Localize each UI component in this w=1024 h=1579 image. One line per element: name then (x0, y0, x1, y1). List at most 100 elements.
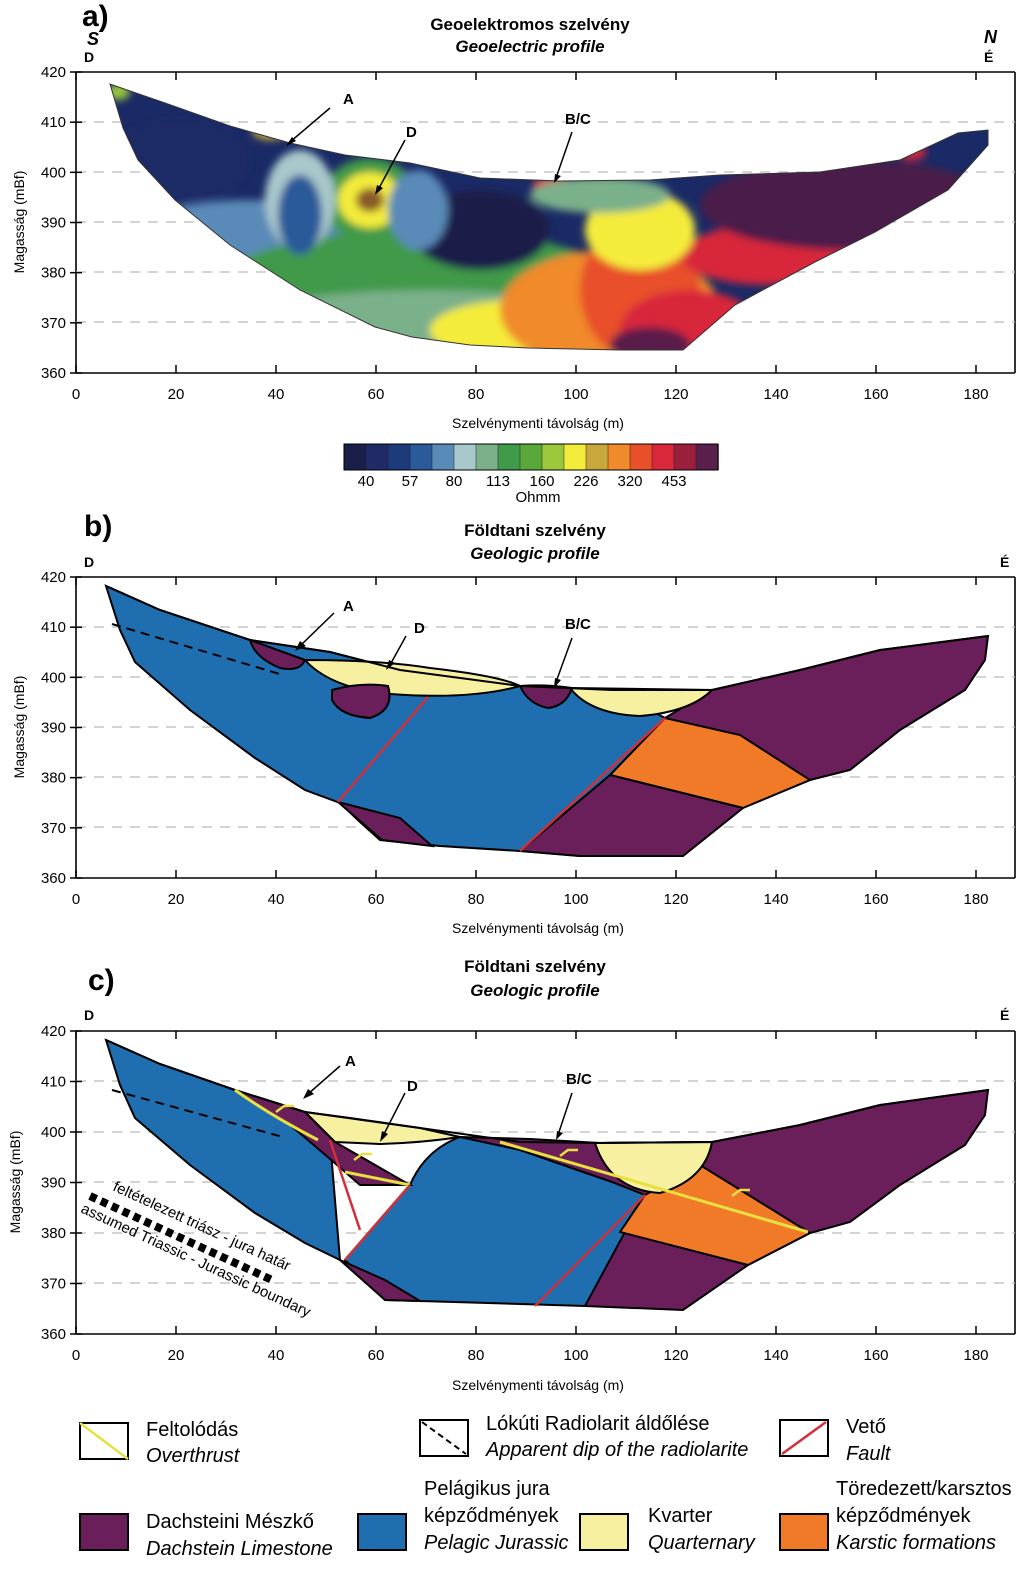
panel-a-xtick-label: 80 (468, 386, 485, 403)
panel-a-ytick-label: 410 (41, 114, 66, 131)
panel-b-ytick-label: 420 (41, 569, 66, 586)
marker-bc-label: B/C (565, 111, 591, 128)
dachstein-unit-b-left (337, 801, 436, 848)
legend-swatch-karstic (779, 1513, 829, 1551)
legend-item-overthrust: Feltolódás Overthrust (79, 1419, 241, 1467)
panel-b-xtick-label: 100 (563, 891, 588, 908)
panel-b-xtick-label: 60 (368, 891, 385, 908)
colorbar-cell (475, 443, 499, 471)
panel-b-ytick-label: 360 (41, 870, 66, 887)
legend-dachstein-hu: Dachsteini Mészkő (146, 1511, 314, 1533)
panel-b-xtick-label: 20 (168, 891, 185, 908)
legend-overthrust-en: Overthrust (146, 1445, 241, 1467)
marker-bc-label-b: B/C (565, 616, 591, 633)
panel-b-title-hu: Földtani szelvény (464, 521, 606, 540)
panel-a-letter: a) (82, 0, 109, 33)
panel-c-markers: A D B/C (303, 1053, 592, 1142)
panel-b-left-label: D (84, 554, 94, 570)
legend-radiolarite-en: Apparent dip of the radiolarite (485, 1439, 748, 1461)
dachstein-unit-c-left (339, 1259, 424, 1303)
legend-radiolarite-hu: Lókúti Radiolarit áldőlése (486, 1413, 709, 1435)
panel-b-markers: A D B/C (295, 598, 591, 688)
panel-a-ytick-label: 380 (41, 265, 66, 282)
panel-b-axes: 0 20 40 60 80 100 120 140 160 180 420 410 400 390 380 3… (41, 569, 989, 908)
panel-a-xtick-label: 180 (963, 386, 988, 403)
panel-c-title-hu: Földtani szelvény (464, 957, 606, 976)
colorbar-cell (541, 443, 565, 471)
colorbar-label: 160 (529, 473, 554, 490)
panel-c-ytick-label: 420 (41, 1023, 66, 1040)
legend-item-dachstein: Dachsteini Mészkő Dachstein Limestone (79, 1511, 333, 1560)
panel-b-ytick-label: 410 (41, 619, 66, 636)
legend: Feltolódás Overthrust Lókúti Radiolarit … (79, 1413, 1012, 1560)
assumed-boundary-line (88, 1192, 274, 1284)
legend-karstic-en: Karstic formations (836, 1532, 996, 1554)
panel-a-xtick-label: 60 (368, 386, 385, 403)
panel-b-title-en: Geologic profile (470, 544, 599, 563)
panel-a-left-top-label: S (87, 29, 99, 49)
colorbar-cell (673, 443, 697, 471)
panel-c-ytick-label: 390 (41, 1175, 66, 1192)
panel-a-xtick-label: 120 (663, 386, 688, 403)
panel-b-ylabel: Magasság (mBf) (11, 676, 27, 779)
panel-c-xtick-label: 60 (368, 1347, 385, 1364)
panel-a-ytick-label: 420 (41, 64, 66, 81)
colorbar-unit: Ohmm (516, 489, 561, 506)
colorbar-cell (563, 443, 587, 471)
marker-a-label-c: A (345, 1053, 356, 1070)
dachstein-lens-a-b (248, 638, 307, 670)
fault-line-c2 (344, 1184, 411, 1261)
panel-a-markers: A D B/C (286, 91, 591, 195)
legend-quaternary-hu: Kvarter (648, 1505, 713, 1527)
panel-b-ytick-label: 390 (41, 720, 66, 737)
legend-jurassic-hu2: képződmények (424, 1505, 560, 1527)
panel-c-letter: c) (88, 964, 115, 997)
panel-b-xtick-label: 120 (663, 891, 688, 908)
panel-a: a) Geoelektromos szelvény Geoelectric pr… (11, 0, 1016, 506)
panel-c-axes: 0 20 40 60 80 100 120 140 160 180 420 410 400 390 380 3… (41, 1023, 989, 1364)
panel-c-xtick-label: 120 (663, 1347, 688, 1364)
fault-line-c1 (328, 1139, 362, 1231)
panel-c-xtick-label: 100 (563, 1347, 588, 1364)
panel-c-xtick-label: 20 (168, 1347, 185, 1364)
legend-overthrust-hu: Feltolódás (146, 1419, 238, 1441)
legend-item-fault: Vető Fault (779, 1416, 892, 1465)
colorbar-cell (497, 443, 521, 471)
panel-b-letter: b) (84, 510, 112, 543)
panel-a-xtick-label: 0 (72, 386, 80, 403)
legend-quaternary-en: Quarternary (648, 1532, 756, 1554)
colorbar-label: 226 (573, 473, 598, 490)
marker-d-label-b: D (414, 620, 425, 637)
legend-fault-en: Fault (846, 1443, 892, 1465)
legend-karstic-hu1: Töredezett/karsztos (836, 1478, 1012, 1500)
marker-a-label-b: A (343, 598, 354, 615)
marker-d-label: D (406, 124, 417, 141)
panel-c-ylabel: Magasság (mBf) (7, 1131, 23, 1234)
colorbar-label: 80 (446, 473, 463, 490)
panel-a-ytick-label: 370 (41, 315, 66, 332)
quaternary-unit-c (302, 1110, 461, 1146)
colorbar-cell (431, 443, 455, 471)
colorbar: 40 57 80 113 160 226 320 453 Ohmm (343, 443, 719, 506)
panel-c-xtick-label: 160 (863, 1347, 888, 1364)
fault-line-b2 (519, 717, 666, 852)
panel-a-left-bottom-label: D (84, 49, 94, 65)
panel-a-axes: 0 20 40 60 80 100 120 140 160 180 420 410 400 390 380 3… (41, 64, 989, 403)
panel-c-xlabel: Szelvénymenti távolság (m) (452, 1377, 624, 1393)
marker-bc-label-c: B/C (566, 1071, 592, 1088)
colorbar-cell (695, 443, 719, 471)
legend-item-quaternary: Kvarter Quarternary (579, 1505, 756, 1554)
dachstein-lens-d-b (331, 683, 391, 720)
panel-b-xtick-label: 140 (763, 891, 788, 908)
legend-item-karstic: Töredezett/karsztos képződmények Karstic… (779, 1478, 1012, 1554)
geologic-section-b (104, 584, 990, 857)
colorbar-label: 113 (486, 473, 510, 490)
panel-b-xtick-label: 160 (863, 891, 888, 908)
legend-fault-hu: Vető (846, 1416, 886, 1438)
colorbar-cell (343, 443, 367, 471)
jurassic-unit-c-center (343, 1135, 647, 1308)
panel-a-xlabel: Szelvénymenti távolság (m) (452, 415, 624, 431)
panel-a-xtick-label: 40 (268, 386, 285, 403)
panel-a-ylabel: Magasság (mBf) (11, 171, 27, 274)
